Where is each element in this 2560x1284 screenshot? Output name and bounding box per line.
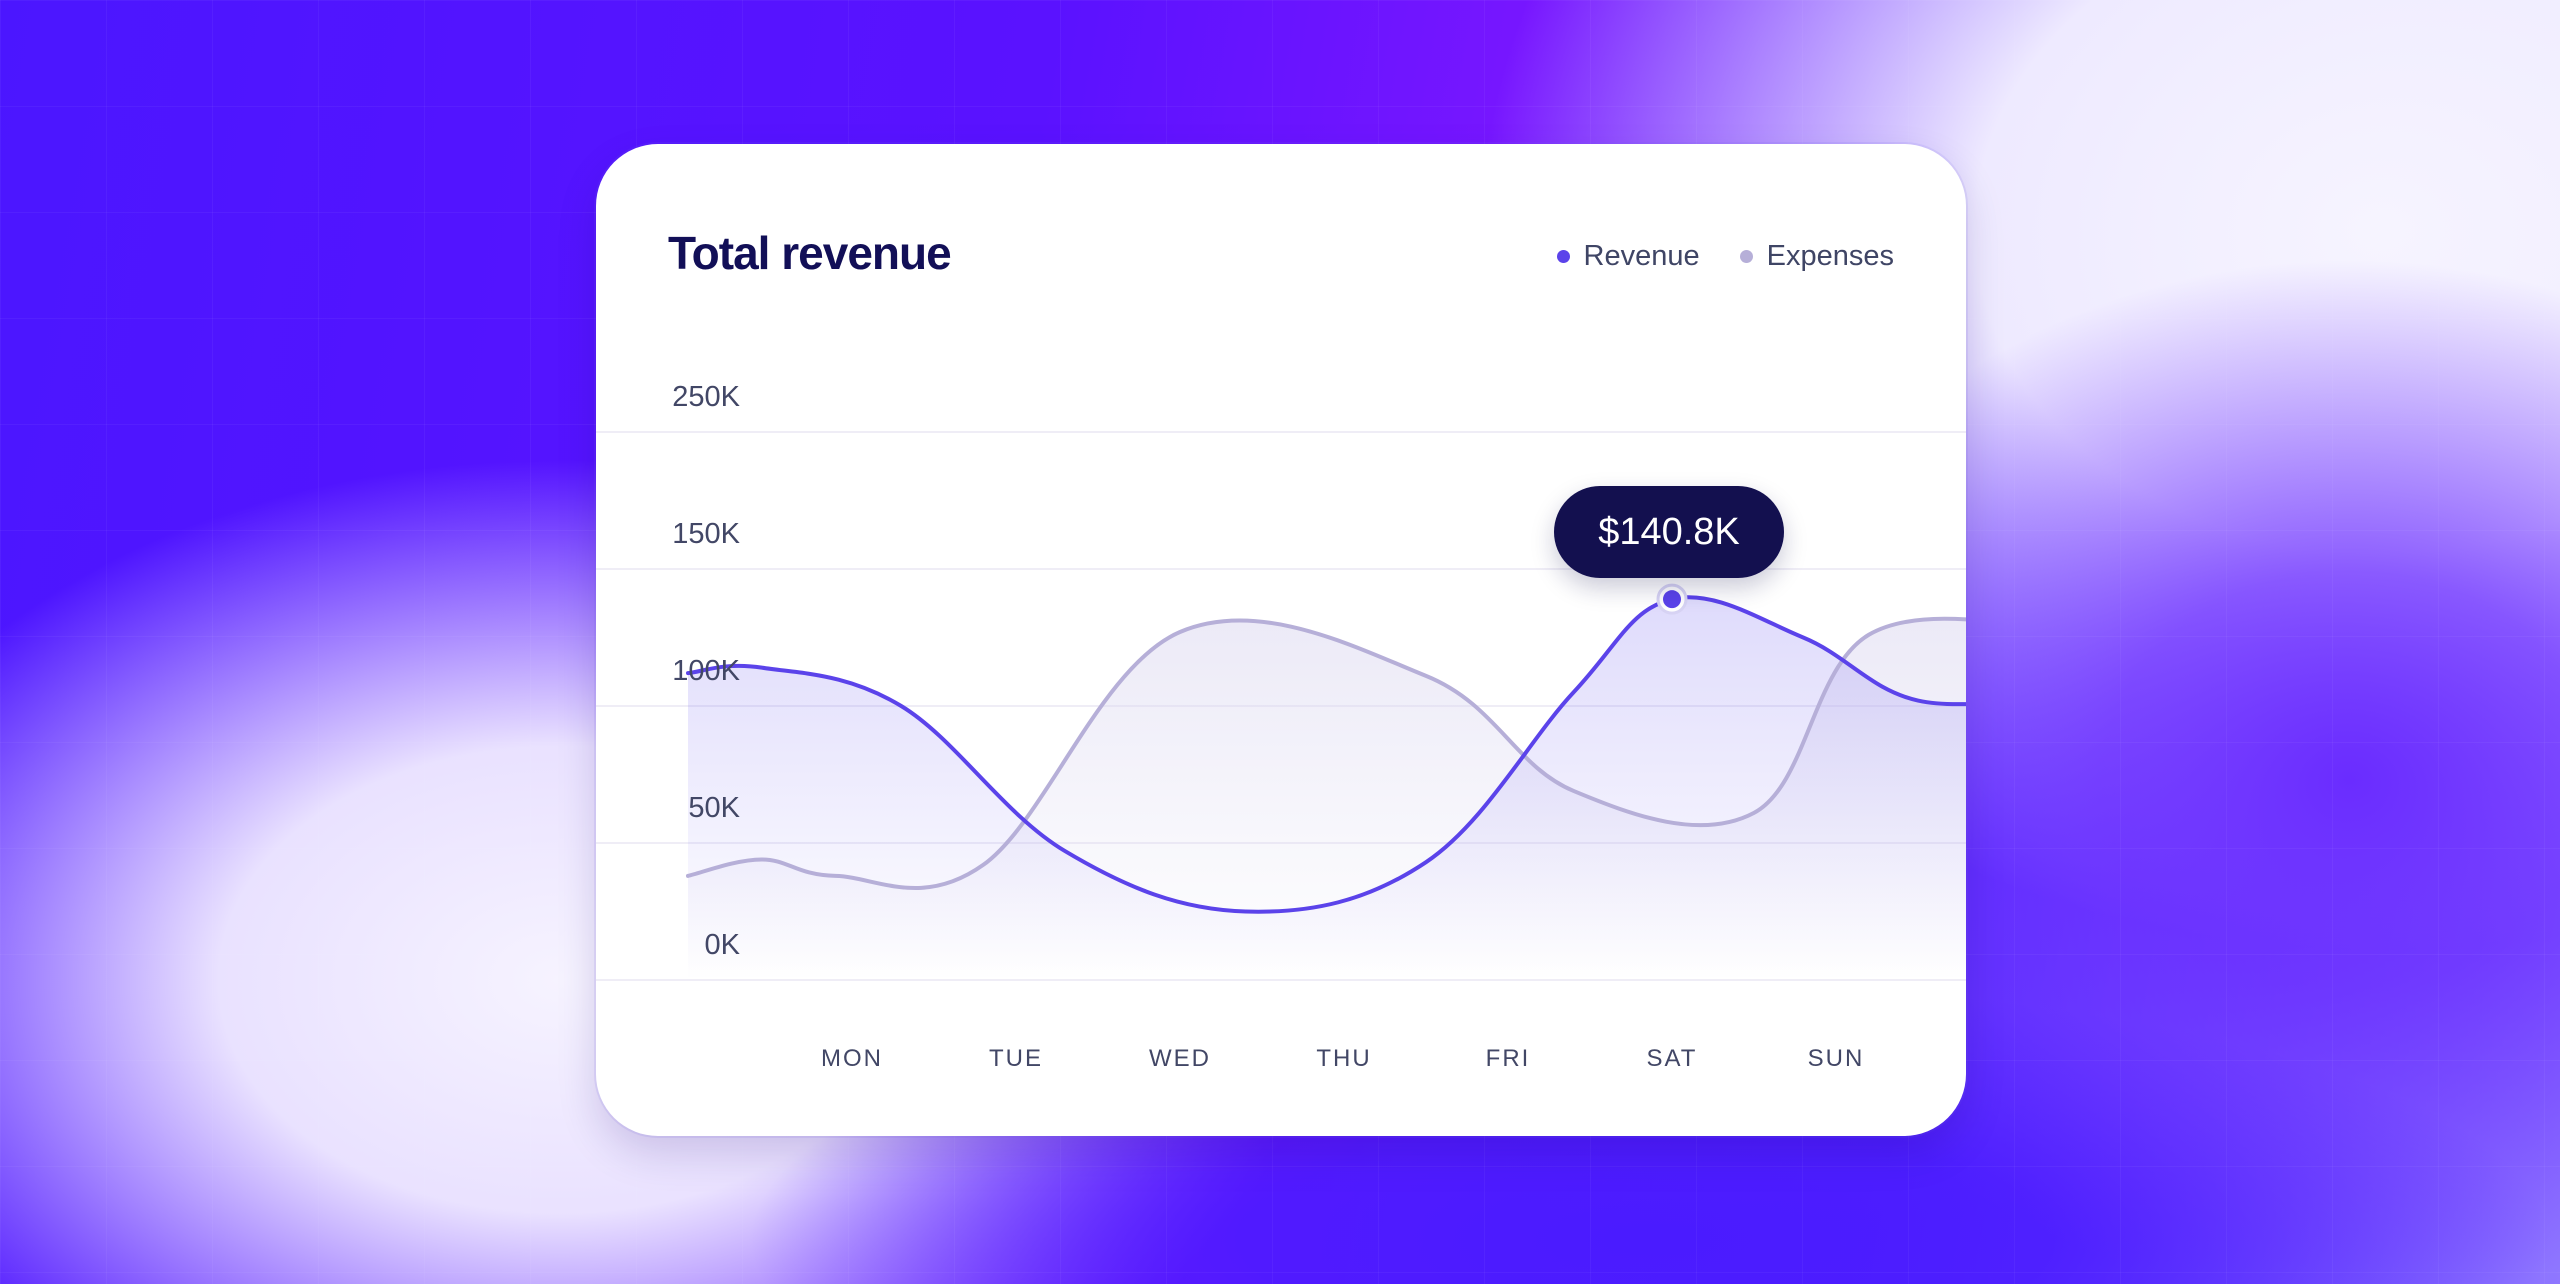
legend-label-expenses: Expenses: [1766, 240, 1894, 272]
chart-legend: Revenue Expenses: [1556, 240, 1894, 273]
revenue-area: [688, 597, 1966, 980]
x-tick-label: WED: [1149, 1045, 1211, 1072]
legend-item-revenue[interactable]: Revenue: [1556, 240, 1700, 273]
legend-item-expenses[interactable]: Expenses: [1739, 240, 1894, 273]
page-title: Total revenue: [668, 227, 952, 279]
x-tick-label: MON: [821, 1045, 883, 1072]
x-axis-labels: MON TUE WED THU FRI SAT SUN: [821, 1045, 1865, 1072]
revenue-legend-dot-icon: [1556, 250, 1570, 263]
chart-svg: 0K 50K 100K 150K 250K MON TUE WED THU FRI SAT SUN: [596, 381, 1966, 1072]
y-tick-label: 0K: [705, 929, 741, 961]
chart-areas: [688, 597, 1966, 980]
revenue-chart-card: Total revenue Revenue Expenses 0K 50K 100K…: [596, 144, 1966, 1136]
y-tick-label: 100K: [672, 655, 740, 687]
x-tick-label: SUN: [1808, 1045, 1865, 1072]
chart-markers[interactable]: [1656, 583, 1688, 615]
expenses-line: [686, 616, 1966, 890]
y-tick-label: 150K: [672, 518, 740, 550]
revenue-marker: [1663, 590, 1681, 609]
chart-lines: [686, 595, 1966, 914]
x-tick-label: TUE: [989, 1045, 1043, 1072]
revenue-line: [686, 595, 1966, 914]
legend-label-revenue: Revenue: [1583, 240, 1700, 272]
value-tooltip: $140.8K: [1554, 486, 1784, 578]
y-tick-label: 50K: [688, 792, 740, 824]
expenses-legend-dot-icon: [1739, 250, 1753, 263]
x-tick-label: FRI: [1486, 1045, 1531, 1072]
y-tick-label: 250K: [672, 381, 740, 413]
x-tick-label: SAT: [1647, 1045, 1698, 1072]
y-axis-labels: 0K 50K 100K 150K 250K: [672, 381, 740, 961]
x-tick-label: THU: [1316, 1045, 1371, 1072]
